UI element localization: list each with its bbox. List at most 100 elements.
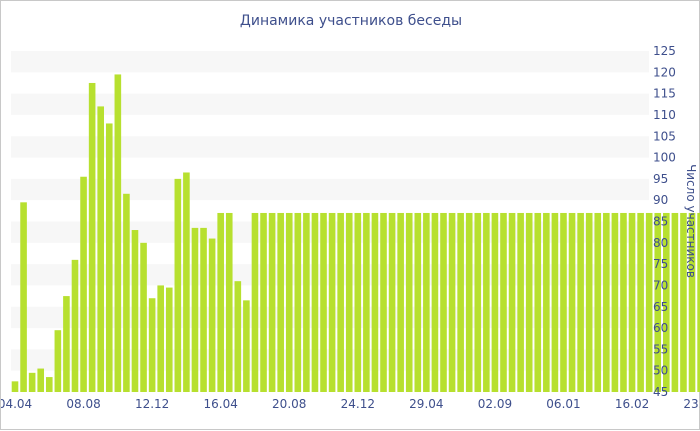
- bar: [483, 212, 490, 392]
- bar: [217, 212, 224, 392]
- bar: [620, 212, 627, 392]
- bar: [534, 212, 542, 392]
- bar: [157, 285, 164, 392]
- bar: [54, 330, 62, 392]
- y-axis-ticks: 45 50 55 60 65 70 75 80 85 90 95 100 105 110 115 120 125: [653, 44, 676, 399]
- bar: [165, 287, 173, 392]
- x-tick-label: 06.01: [546, 397, 580, 411]
- bar: [208, 238, 216, 392]
- bar: [474, 212, 482, 392]
- bar: [388, 212, 396, 392]
- bar: [543, 212, 550, 392]
- bar: [397, 212, 404, 392]
- bar: [568, 212, 576, 392]
- bar: [414, 212, 422, 392]
- bar: [251, 212, 259, 392]
- bar: [354, 212, 362, 392]
- x-tick-label: 08.08: [66, 397, 100, 411]
- y-tick-label: 70: [653, 278, 668, 292]
- bar: [20, 202, 27, 392]
- bar: [423, 212, 430, 392]
- bar: [88, 82, 96, 392]
- grid-band: [11, 136, 649, 158]
- bar: [363, 212, 370, 392]
- y-tick-label: 95: [653, 172, 668, 186]
- bar: [285, 212, 293, 392]
- bar: [114, 74, 122, 392]
- bar: [628, 212, 636, 392]
- bar: [183, 172, 190, 392]
- bar: [457, 212, 464, 392]
- bar: [345, 212, 353, 392]
- bar: [260, 212, 267, 392]
- bar: [500, 212, 507, 392]
- bar: [148, 298, 156, 392]
- bar: [45, 377, 53, 392]
- bar: [603, 212, 610, 392]
- y-tick-label: 90: [653, 193, 668, 207]
- bar-series: [11, 74, 700, 393]
- bar: [105, 123, 113, 393]
- x-tick-label: 16.04: [204, 397, 238, 411]
- bar: [337, 212, 344, 392]
- bar: [431, 212, 439, 392]
- y-tick-label: 85: [653, 215, 668, 229]
- y-axis-label: Число участников: [684, 164, 698, 278]
- bar: [697, 212, 700, 392]
- bar: [440, 212, 447, 392]
- x-tick-label: 24.12: [341, 397, 375, 411]
- bar: [225, 212, 233, 392]
- y-tick-label: 60: [653, 321, 668, 335]
- bar: [328, 212, 336, 392]
- chart-title: Динамика участников беседы: [239, 13, 463, 29]
- bar: [37, 368, 45, 392]
- bar: [63, 296, 70, 392]
- bar: [585, 212, 593, 392]
- bar: [140, 242, 147, 392]
- bar: [268, 212, 276, 392]
- bar: [243, 300, 250, 392]
- y-tick-label: 100: [653, 151, 676, 165]
- bar: [200, 227, 207, 392]
- bar: [525, 212, 533, 392]
- x-tick-label: 12.12: [135, 397, 169, 411]
- bar: [645, 212, 653, 392]
- y-tick-label: 80: [653, 236, 668, 250]
- bar: [320, 212, 327, 392]
- bar: [97, 106, 104, 392]
- x-tick-label: 20.08: [272, 397, 306, 411]
- bar: [11, 381, 19, 392]
- x-tick-label: 23.02: [683, 397, 700, 411]
- y-tick-label: 45: [653, 385, 668, 399]
- bar: [311, 212, 319, 392]
- bar: [663, 212, 670, 392]
- bar: [234, 281, 242, 392]
- bar: [28, 372, 36, 392]
- bar: [654, 212, 662, 392]
- bar: [577, 212, 584, 392]
- y-tick-label: 50: [653, 364, 668, 378]
- bar: [637, 212, 644, 392]
- x-tick-label: 29.04: [409, 397, 443, 411]
- bar: [303, 212, 310, 392]
- y-tick-label: 105: [653, 129, 676, 143]
- y-tick-label: 110: [653, 108, 676, 122]
- x-axis-ticks: 04.04 08.08 12.12 16.04 20.08 24.12 29.04 02.09…: [1, 397, 700, 411]
- grid-band: [11, 51, 649, 73]
- grid-band: [11, 178, 649, 201]
- y-tick-label: 55: [653, 342, 668, 356]
- grid-band: [11, 93, 649, 115]
- y-tick-label: 75: [653, 257, 668, 271]
- y-tick-label: 125: [653, 44, 676, 58]
- bar: [560, 212, 567, 392]
- x-tick-label: 04.04: [1, 397, 32, 411]
- x-tick-label: 16.02: [615, 397, 649, 411]
- bar: [611, 212, 619, 392]
- bar: [671, 212, 679, 392]
- x-tick-label: 02.09: [478, 397, 512, 411]
- bar: [594, 212, 602, 392]
- bar: [71, 259, 79, 392]
- bar: [405, 212, 413, 392]
